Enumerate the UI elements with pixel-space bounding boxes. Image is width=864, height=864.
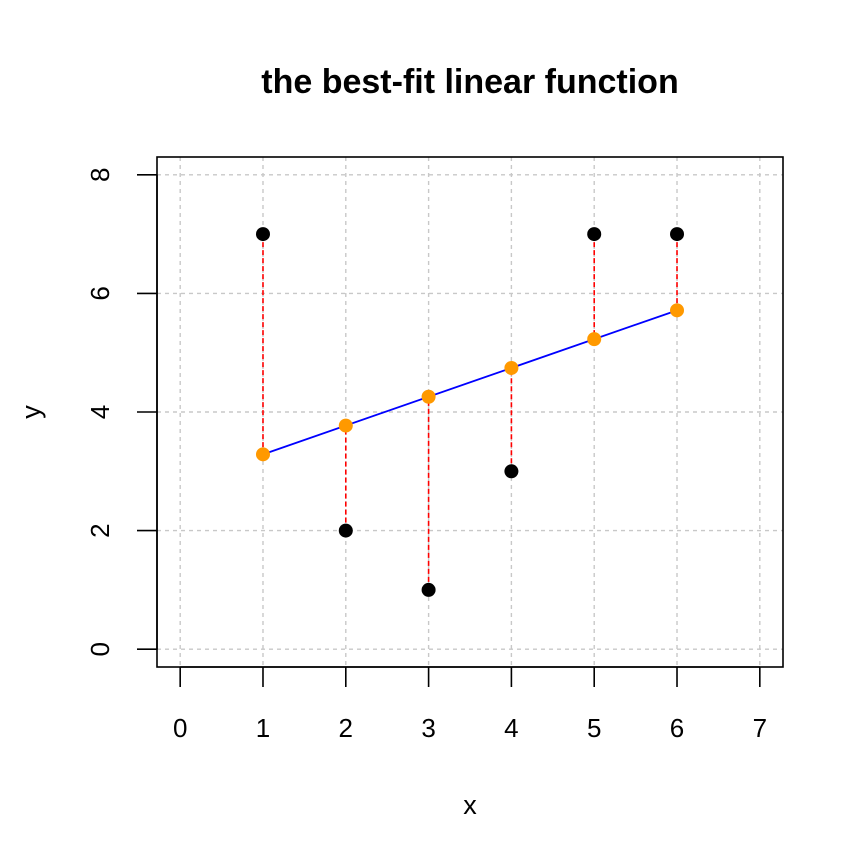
x-axis-label: x	[463, 790, 477, 820]
observed-point	[587, 227, 602, 242]
chart-title: the best-fit linear function	[261, 63, 678, 101]
y-axis: 0 2 4 6 8	[85, 168, 158, 656]
y-tick-label: 8	[85, 168, 115, 182]
fitted-point	[670, 303, 685, 318]
fit-line-group	[262, 309, 678, 456]
x-tick-label: 1	[256, 713, 270, 743]
y-tick-label: 0	[85, 642, 115, 656]
y-axis-label: y	[16, 405, 46, 419]
x-tick-label: 3	[421, 713, 435, 743]
fitted-points	[255, 303, 685, 462]
x-tick-label: 6	[670, 713, 684, 743]
fitted-point	[255, 447, 270, 462]
y-tick-label: 2	[85, 523, 115, 537]
fit-line	[262, 309, 678, 456]
y-tick-label: 4	[85, 405, 115, 419]
observed-point	[338, 523, 353, 538]
y-tick-label: 6	[85, 286, 115, 300]
fitted-point	[338, 418, 353, 433]
fitted-point	[421, 389, 436, 404]
observed-point	[255, 227, 270, 242]
residual-lines	[262, 234, 678, 590]
grid	[157, 157, 783, 667]
fitted-point	[587, 332, 602, 347]
observed-point	[421, 582, 436, 597]
x-axis: 0 1 2 3 4 5 6 7	[173, 666, 767, 743]
x-tick-label: 2	[339, 713, 353, 743]
fitted-point	[504, 360, 519, 375]
observed-point	[504, 464, 519, 479]
x-tick-label: 5	[587, 713, 601, 743]
x-tick-label: 4	[504, 713, 518, 743]
x-tick-label: 0	[173, 713, 187, 743]
observed-point	[670, 227, 685, 242]
observed-points	[255, 227, 685, 597]
x-tick-label: 7	[753, 713, 767, 743]
